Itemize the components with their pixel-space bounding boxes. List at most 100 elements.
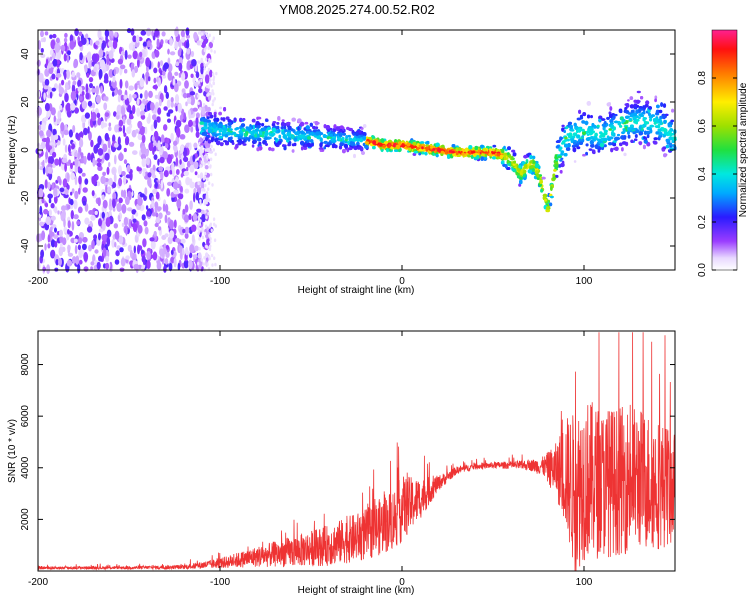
spectrogram-cell	[188, 213, 192, 220]
spectrogram-cell	[41, 122, 46, 132]
spectrogram-cell	[360, 134, 364, 137]
spectrogram-cell	[510, 155, 514, 161]
spectrogram-cell	[335, 126, 341, 132]
spectrogram-cell	[573, 122, 577, 127]
spectrogram-cell	[197, 216, 201, 221]
spectrogram-cell	[291, 134, 295, 139]
spectrogram-cell	[584, 120, 589, 126]
spectrogram-cell	[184, 124, 190, 133]
spectrogram-cell	[103, 102, 108, 111]
spectrogram-cell	[60, 122, 65, 132]
spectrogram-cell	[668, 130, 671, 134]
spectrogram-cell	[68, 129, 73, 138]
snr-frame	[37, 330, 676, 572]
spectrogram-cell	[507, 146, 511, 151]
spectrogram-cell	[139, 193, 145, 198]
spectrogram-cell	[91, 175, 97, 185]
spectrogram-cell	[204, 183, 207, 188]
spectrogram-cell	[108, 177, 113, 186]
spectrogram-cell	[97, 135, 102, 146]
spectrogram-cell	[64, 82, 69, 91]
spectrogram-cell	[122, 116, 126, 125]
spectrogram-cell	[191, 59, 197, 67]
spectrogram-cell	[113, 173, 117, 184]
spectrogram-cell	[114, 241, 117, 248]
spectrogram-y-tick-label: 40	[20, 48, 31, 60]
spectrogram-cell	[535, 173, 540, 177]
spectrogram-cell	[545, 206, 550, 210]
spectrogram-cell	[503, 145, 506, 150]
spectrogram-cell	[205, 57, 208, 61]
spectrogram-cell	[126, 164, 131, 173]
spectrogram-cell	[338, 145, 343, 150]
spectrogram-cell	[447, 154, 450, 159]
spectrogram-cell	[67, 252, 74, 257]
spectrogram-cell	[222, 130, 227, 135]
spectrogram-cell	[84, 112, 90, 119]
spectrogram-cell	[81, 100, 88, 110]
spectrogram-cell	[132, 94, 137, 99]
spectrogram-cell	[207, 85, 210, 89]
spectrogram-cell	[118, 165, 122, 176]
spectrogram-cell	[47, 193, 53, 199]
spectrogram-cell	[116, 202, 122, 212]
spectrogram-cell	[153, 145, 157, 152]
spectrogram-cell	[649, 129, 653, 134]
spectrogram-cell	[74, 158, 79, 167]
spectrogram-cell	[170, 249, 174, 255]
spectrogram-cell	[558, 146, 562, 152]
spectrogram-cell	[162, 203, 166, 212]
spectrogram-cell	[567, 134, 573, 139]
spectrogram-cell	[199, 106, 202, 111]
spectrogram-cell	[88, 77, 94, 83]
spectrogram-cell	[610, 147, 614, 153]
spectrogram-cell	[191, 234, 195, 243]
spectrogram-cell	[51, 73, 56, 80]
spectrogram-cell	[99, 59, 106, 70]
spectrogram-cell	[47, 62, 52, 69]
spectrogram-cell	[552, 176, 557, 180]
spectrogram-cell	[117, 89, 123, 96]
spectrogram-cell	[177, 262, 181, 271]
spectrogram-cell	[207, 46, 210, 50]
spectrogram-cell	[267, 126, 271, 130]
spectrogram-cell	[231, 142, 235, 145]
spectrogram-cell	[150, 239, 156, 250]
spectrogram-cell	[287, 125, 292, 131]
spectrogram-cell	[224, 134, 229, 138]
spectrogram-cell	[213, 222, 216, 227]
spectrogram-cell	[96, 261, 101, 270]
spectrogram-cell	[144, 90, 149, 100]
spectrogram-cell	[601, 123, 606, 127]
spectrogram-y-tick-label: -40	[20, 238, 31, 253]
spectrogram-cell	[96, 181, 101, 187]
spectrogram-cell	[655, 109, 659, 115]
spectrogram-cell	[669, 147, 674, 152]
spectrogram-cell	[219, 142, 224, 147]
spectrogram-cell	[179, 226, 185, 236]
spectrogram-cell	[142, 258, 146, 266]
spectrogram-cell	[634, 134, 638, 138]
spectrogram-cell	[553, 169, 557, 172]
spectrogram-cell	[121, 203, 127, 214]
spectrogram-cell	[214, 262, 217, 267]
spectrogram-cell	[527, 152, 532, 156]
spectrogram-cell	[588, 148, 593, 151]
spectrogram-cell	[53, 195, 58, 204]
spectrogram-cell	[61, 100, 65, 108]
spectrogram-cell	[532, 155, 536, 160]
spectrogram-cell	[200, 74, 203, 78]
spectrogram-cell	[75, 149, 78, 158]
spectrogram-y-label: Frequency (Hz)	[7, 116, 18, 185]
spectrogram-cell	[156, 206, 162, 212]
spectrogram-cell	[198, 141, 201, 146]
spectrogram-cell	[148, 90, 153, 98]
spectrogram-cell	[201, 226, 204, 231]
spectrogram-cell	[573, 141, 577, 145]
spectrogram-cell	[114, 259, 120, 265]
spectrogram-cell	[193, 192, 196, 203]
spectrogram-cell	[200, 154, 204, 159]
spectrogram-cell	[180, 173, 184, 178]
spectrogram-cell	[451, 144, 456, 148]
spectrogram-cell	[45, 165, 49, 176]
